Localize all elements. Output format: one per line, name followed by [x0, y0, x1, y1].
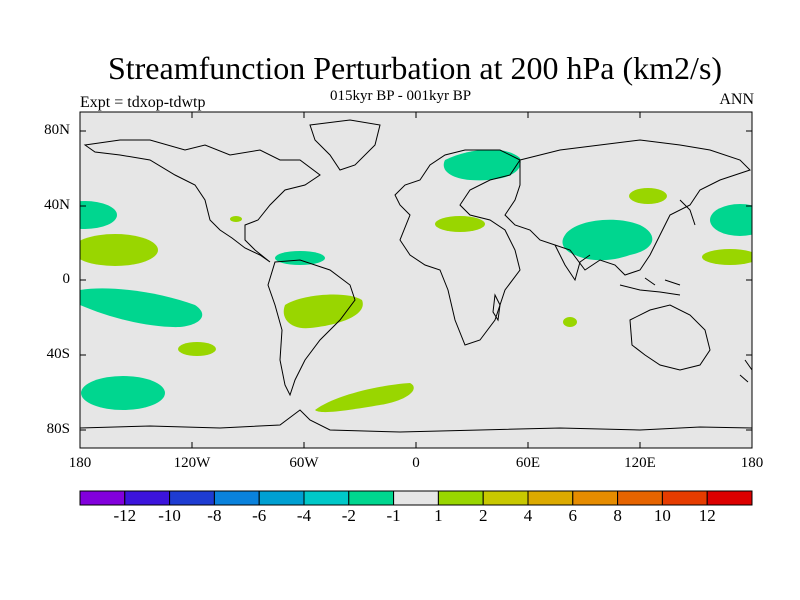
coastline-japan [679, 199, 696, 226]
colorbar-box [617, 490, 663, 506]
lon-label-180-right: 180 [740, 455, 764, 471]
lon-label-0: 0 [412, 455, 420, 471]
anomaly-india-china-neg [562, 219, 653, 261]
colorbar-box [79, 490, 126, 506]
coastline-greenland [309, 119, 381, 171]
colorbar-box [303, 490, 350, 506]
coastlines [80, 119, 752, 433]
colorbar-box [527, 490, 574, 506]
season-label: ANN [719, 91, 754, 108]
anomaly-mediterranean-pos [435, 216, 485, 232]
anomaly-south-pacific-neg [80, 288, 203, 328]
experiment-label: Expt = tdxop-tdwtp [80, 94, 206, 111]
coastline-north-america [83, 139, 321, 263]
anomaly-north-america-pos-small [230, 216, 242, 222]
colorbar-label: -1 [386, 506, 401, 525]
page-title: Streamfunction Perturbation at 200 hPa (… [107, 50, 723, 86]
axis-ticks [79, 112, 753, 448]
colorbar [79, 490, 753, 506]
colorbar-box [437, 490, 484, 506]
coastline-europe-africa [394, 149, 521, 346]
colorbar-label: 6 [568, 506, 578, 525]
anomaly-south-pacific-pos-small [178, 342, 216, 356]
coastline-india [554, 244, 591, 282]
lon-label-120E: 120E [624, 455, 656, 471]
anomaly-mongolia-pos [629, 188, 667, 204]
colorbar-box [258, 490, 305, 506]
colorbar-label: -12 [113, 506, 137, 525]
anomaly-russia-neg [443, 149, 521, 181]
anomaly-pacific-west-pos [80, 234, 158, 266]
coastline-south-america [267, 259, 356, 397]
colorbar-box [572, 490, 619, 506]
colorbar-label: -2 [341, 506, 356, 525]
colorbar-box [661, 490, 708, 506]
colorbar-label: -6 [252, 506, 267, 525]
colorbar-box [393, 490, 439, 506]
colorbar-label: -8 [207, 506, 222, 525]
lon-label-60W: 60W [289, 455, 319, 471]
coastline-new-zealand [739, 359, 752, 383]
lat-label-40N: 40N [44, 197, 70, 213]
coastline-antarctica [80, 409, 752, 433]
lon-label-120W: 120W [173, 455, 211, 471]
lat-label-0: 0 [62, 271, 71, 287]
anomaly-indian-ocean-pos-small [563, 317, 577, 327]
colorbar-label: 12 [698, 506, 716, 525]
lat-label-80S: 80S [46, 421, 70, 437]
anomaly-southern-atlantic-pos [315, 383, 414, 413]
anomaly-southern-ocean-neg [81, 376, 165, 410]
colorbar-label: 4 [523, 506, 533, 525]
colorbar-box [169, 490, 215, 506]
colorbar-label: 2 [478, 506, 488, 525]
subtitle: 015kyr BP - 001kyr BP [330, 88, 472, 104]
colorbar-label: 8 [613, 506, 622, 525]
anomaly-west-pacific-neg [710, 204, 752, 236]
anomaly-west-pacific-pos [702, 249, 752, 265]
lat-label-40S: 40S [46, 346, 70, 362]
colorbar-label: -10 [158, 506, 181, 525]
anomaly-caribbean-neg [275, 251, 325, 265]
anomaly-south-atlantic-pos [283, 294, 363, 329]
coastline-australia [629, 304, 711, 371]
map-background [80, 112, 752, 448]
colorbar-label: 10 [653, 506, 671, 525]
colorbar-label: 1 [434, 506, 443, 525]
colorbar-box [706, 490, 753, 506]
lon-label-60E: 60E [515, 455, 541, 471]
colorbar-box [124, 490, 171, 506]
colorbar-box [348, 490, 395, 506]
lat-label-80N: 80N [44, 122, 70, 138]
anomaly-north-pacific-east-neg [80, 201, 117, 229]
colorbar-label: -4 [296, 506, 312, 525]
coastline-madagascar [492, 293, 501, 322]
lon-label-180-left: 180 [68, 455, 92, 471]
coastline-indonesia [619, 277, 681, 296]
colorbar-box [213, 490, 260, 506]
coastline-asia [504, 139, 751, 276]
colorbar-box [482, 490, 529, 506]
